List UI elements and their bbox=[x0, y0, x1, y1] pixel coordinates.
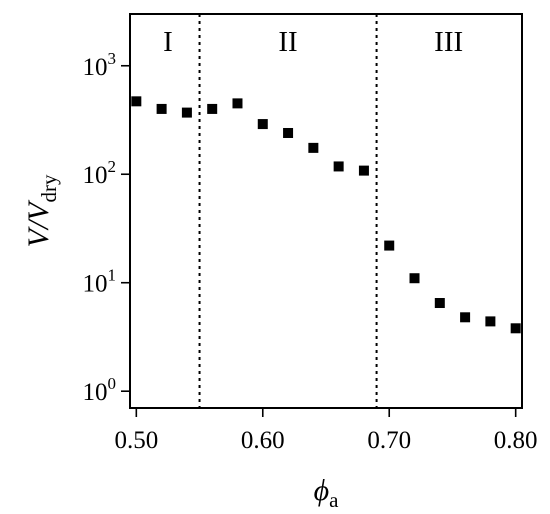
axis-label-layer: ϕa V/Vdry bbox=[22, 174, 339, 512]
data-point bbox=[333, 161, 344, 172]
x-tick-label: 0.70 bbox=[367, 427, 411, 454]
data-point bbox=[232, 98, 243, 109]
data-point bbox=[434, 298, 445, 309]
x-axis-label: ϕa bbox=[314, 474, 340, 512]
data-point bbox=[409, 273, 420, 284]
data-point bbox=[485, 316, 496, 327]
x-tick-label: 0.50 bbox=[114, 427, 158, 454]
data-point bbox=[358, 165, 369, 176]
region-label: III bbox=[434, 26, 463, 58]
data-point bbox=[510, 323, 521, 334]
y-tick-label: 101 bbox=[83, 266, 117, 298]
y-tick-label: 102 bbox=[83, 157, 117, 189]
data-point bbox=[207, 103, 218, 114]
x-tick-label: 0.60 bbox=[241, 427, 285, 454]
data-point bbox=[283, 127, 294, 138]
plot-frame-layer bbox=[129, 13, 523, 409]
data-point bbox=[131, 96, 142, 107]
ticks-layer: 0.50 0.60 0.70 0.80 100 101 102 103 bbox=[83, 49, 538, 454]
x-tick-label: 0.80 bbox=[494, 427, 538, 454]
plot-frame bbox=[129, 13, 523, 409]
y-axis-label: V/Vdry bbox=[22, 174, 61, 247]
y-tick-label: 103 bbox=[83, 49, 117, 81]
region-label: II bbox=[278, 26, 297, 58]
y-tick-label: 100 bbox=[83, 374, 117, 406]
data-point bbox=[257, 119, 268, 130]
divider-layer bbox=[198, 14, 378, 408]
data-points-layer bbox=[131, 96, 521, 334]
data-point bbox=[384, 240, 395, 251]
data-point bbox=[308, 142, 319, 153]
region-label: I bbox=[163, 26, 173, 58]
data-point bbox=[156, 103, 167, 114]
data-point bbox=[181, 107, 192, 118]
data-point bbox=[460, 312, 471, 323]
region-label-layer: I II III bbox=[163, 26, 463, 58]
